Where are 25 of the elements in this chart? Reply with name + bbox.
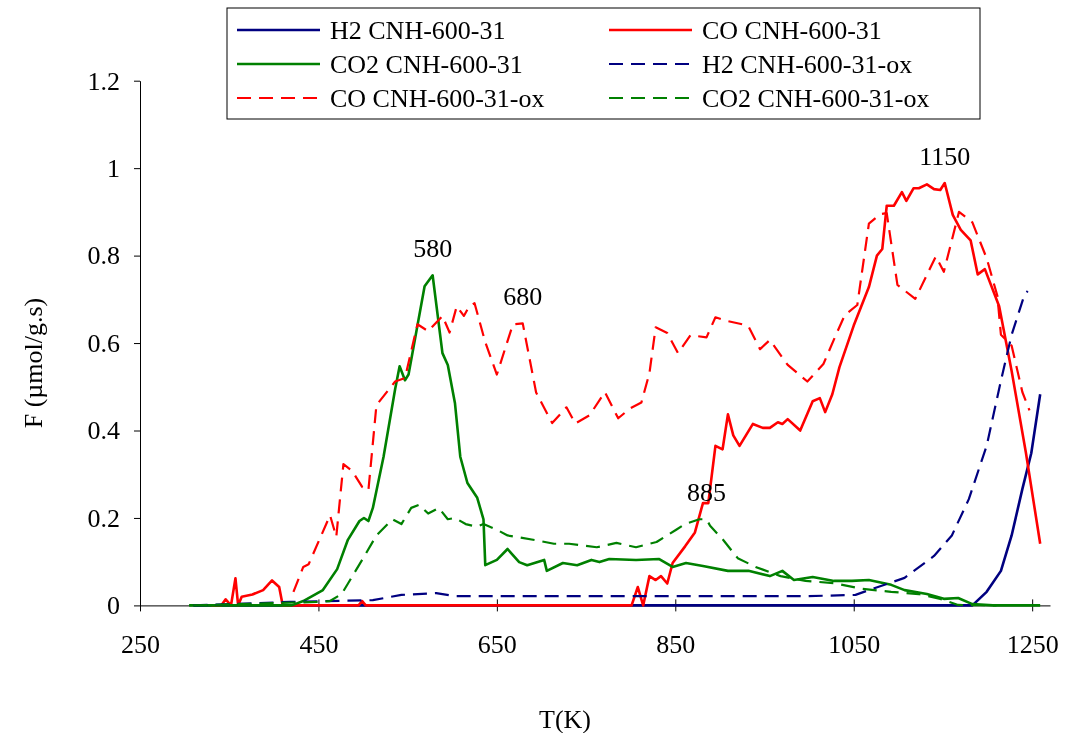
y-tick-label: 0.6 (87, 328, 120, 358)
x-tick-label: 250 (121, 630, 160, 660)
y-tick-label: 0 (107, 591, 120, 621)
y-axis-title: F (µmol/g.s) (19, 297, 48, 429)
annotation: 1150 (919, 142, 971, 172)
y-tick-label: 0.2 (87, 503, 120, 533)
legend-label: CO CNH-600-31-ox (330, 84, 545, 113)
x-tick-label: 650 (477, 630, 517, 660)
legend-label: H2 CNH-600-31 (330, 16, 506, 45)
legend-label: CO CNH-600-31 (702, 16, 882, 45)
x-tick-label: 850 (656, 630, 696, 660)
annotation: 580 (413, 234, 453, 264)
line-series (292, 210, 1031, 593)
legend-label: CO2 CNH-600-31 (330, 50, 523, 79)
y-tick-label: 1 (107, 153, 120, 183)
x-tick-label: 1050 (828, 630, 881, 660)
x-axis-title: T(K) (539, 705, 591, 733)
legend-label: H2 CNH-600-31-ox (702, 50, 913, 79)
y-tick-label: 0.8 (87, 241, 120, 271)
legend-label: CO2 CNH-600-31-ox (702, 84, 930, 113)
x-tick-label: 1250 (1006, 630, 1059, 660)
annotation: 680 (503, 282, 543, 312)
y-tick-label: 0.4 (87, 416, 120, 446)
x-tick-label: 450 (299, 630, 339, 660)
y-tick-label: 1.2 (87, 66, 120, 96)
